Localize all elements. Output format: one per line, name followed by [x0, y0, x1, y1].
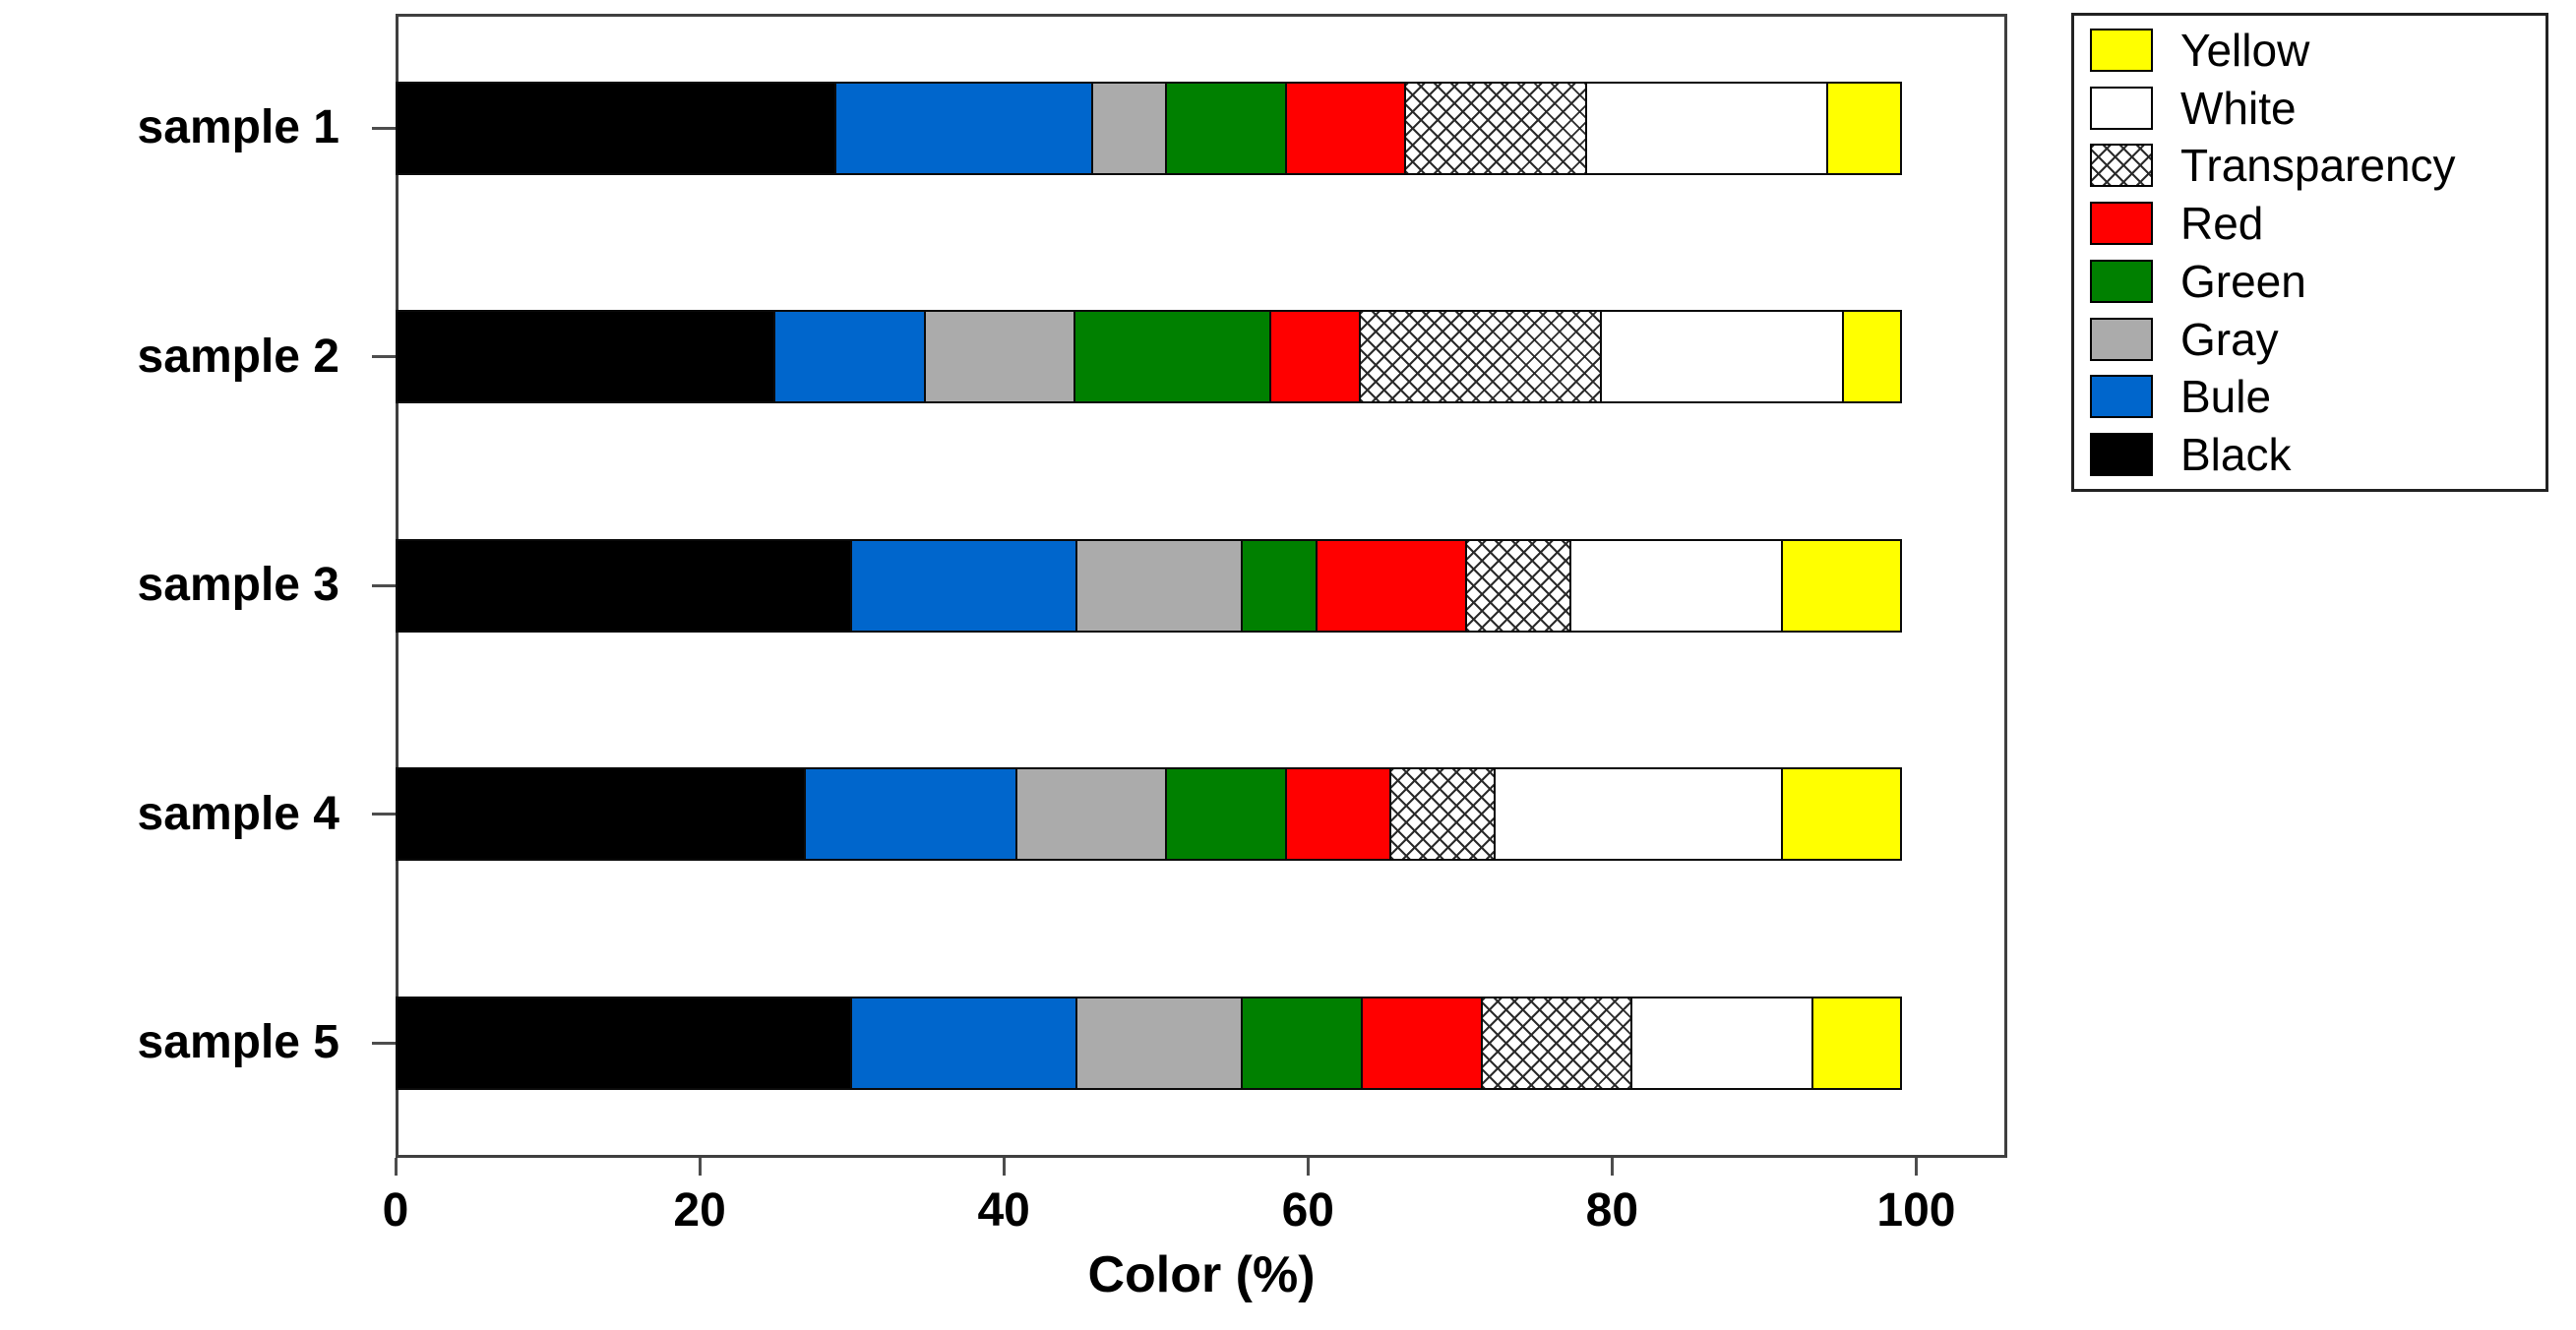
x-tick-mark [394, 1158, 398, 1176]
segment-gray-3 [1075, 538, 1244, 633]
segment-red-5 [1361, 996, 1483, 1090]
y-tick-label: sample 1 [137, 101, 339, 153]
segment-black-1 [396, 81, 837, 175]
legend-entry-white: White [2074, 81, 2545, 136]
segment-yellow-4 [1780, 767, 1903, 861]
legend-entry-green: Green [2074, 254, 2545, 309]
segment-black-4 [396, 767, 807, 861]
segment-red-1 [1284, 81, 1407, 175]
x-tick-mark [1002, 1158, 1006, 1176]
x-tick-mark [1306, 1158, 1310, 1176]
legend-swatch-yellow [2090, 28, 2153, 72]
segment-bule-2 [773, 310, 926, 403]
segment-gray-1 [1090, 81, 1168, 175]
y-tick-label: sample 3 [137, 559, 339, 611]
legend-entry-red: Red [2074, 196, 2545, 251]
legend-entry-black: Black [2074, 427, 2545, 482]
bar-row-5 [396, 996, 1903, 1090]
segment-white-1 [1584, 81, 1829, 175]
legend-swatch-red [2090, 202, 2153, 246]
segment-white-2 [1600, 310, 1844, 403]
legend-label-white: White [2180, 82, 2297, 134]
segment-green-5 [1241, 996, 1364, 1090]
bar-row-2 [396, 310, 1903, 403]
legend-entry-gray: Gray [2074, 312, 2545, 367]
y-tick-mark [372, 126, 396, 130]
segment-transparency-5 [1480, 996, 1633, 1090]
x-tick-mark [698, 1158, 702, 1176]
segment-white-4 [1494, 767, 1783, 861]
legend-label-yellow: Yellow [2180, 24, 2310, 76]
y-tick-mark [372, 1041, 396, 1045]
legend-entry-bule: Bule [2074, 369, 2545, 424]
segment-black-5 [396, 996, 852, 1090]
bar-row-3 [396, 538, 1903, 633]
segment-red-4 [1284, 767, 1391, 861]
x-tick-label: 20 [673, 1184, 726, 1237]
segment-transparency-4 [1388, 767, 1497, 861]
segment-red-2 [1269, 310, 1362, 403]
legend-entry-transparency: Transparency [2074, 138, 2545, 193]
segment-bule-4 [804, 767, 1017, 861]
segment-gray-4 [1014, 767, 1168, 861]
segment-yellow-3 [1780, 538, 1903, 633]
segment-black-3 [396, 538, 852, 633]
x-tick-label: 40 [977, 1184, 1030, 1237]
legend-label-bule: Bule [2180, 371, 2272, 423]
segment-bule-5 [849, 996, 1078, 1090]
legend-swatch-gray [2090, 317, 2153, 361]
bar-row-1 [396, 81, 1903, 175]
plot-area [396, 14, 2007, 1158]
segment-white-5 [1630, 996, 1813, 1090]
segment-red-3 [1315, 538, 1468, 633]
legend-swatch-white [2090, 86, 2153, 130]
legend-label-gray: Gray [2180, 313, 2279, 365]
segment-black-2 [396, 310, 776, 403]
y-tick-mark [372, 583, 396, 587]
legend-swatch-green [2090, 259, 2153, 303]
legend-swatch-black [2090, 433, 2153, 477]
segment-white-3 [1569, 538, 1783, 633]
x-axis-title: Color (%) [1087, 1246, 1316, 1303]
y-tick-mark [372, 813, 396, 816]
legend-label-transparency: Transparency [2180, 140, 2456, 192]
y-tick-label: sample 5 [137, 1016, 339, 1068]
legend-label-black: Black [2180, 429, 2292, 481]
segment-yellow-1 [1826, 81, 1903, 175]
segment-transparency-3 [1465, 538, 1572, 633]
y-tick-label: sample 2 [137, 330, 339, 383]
segment-yellow-2 [1841, 310, 1903, 403]
segment-gray-5 [1075, 996, 1244, 1090]
segment-green-3 [1241, 538, 1318, 633]
segment-yellow-5 [1810, 996, 1903, 1090]
segment-green-4 [1165, 767, 1287, 861]
legend-label-red: Red [2180, 198, 2264, 250]
y-tick-mark [372, 355, 396, 358]
legend-swatch-bule [2090, 375, 2153, 419]
segment-bule-1 [834, 81, 1093, 175]
x-tick-label: 0 [382, 1184, 409, 1237]
x-tick-mark [1914, 1158, 1918, 1176]
x-tick-label: 80 [1585, 1184, 1639, 1237]
x-tick-label: 60 [1281, 1184, 1334, 1237]
x-tick-label: 100 [1876, 1184, 1956, 1237]
legend-box: Yellow White Transparency Red Green Gray Bule B… [2071, 13, 2548, 492]
segment-gray-2 [923, 310, 1076, 403]
x-tick-mark [1610, 1158, 1614, 1176]
legend-swatch-transparency [2090, 144, 2153, 188]
segment-transparency-2 [1359, 310, 1603, 403]
y-tick-label: sample 4 [137, 787, 339, 840]
segment-green-2 [1073, 310, 1272, 403]
legend-label-green: Green [2180, 255, 2306, 307]
segment-transparency-1 [1404, 81, 1587, 175]
bar-row-4 [396, 767, 1903, 861]
segment-bule-3 [849, 538, 1078, 633]
legend-entry-yellow: Yellow [2074, 23, 2545, 78]
segment-green-1 [1165, 81, 1287, 175]
